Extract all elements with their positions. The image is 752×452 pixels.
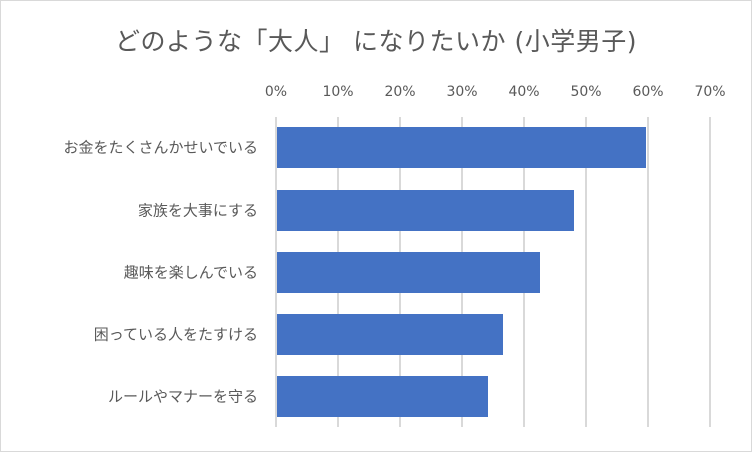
bar bbox=[277, 252, 540, 293]
x-tick-label: 20% bbox=[384, 84, 416, 100]
gridline bbox=[647, 117, 649, 427]
bar bbox=[277, 127, 646, 168]
x-tick-label: 40% bbox=[508, 84, 540, 100]
category-label: 家族を大事にする bbox=[137, 201, 258, 220]
x-tick-label: 0% bbox=[264, 84, 288, 100]
gridline bbox=[709, 117, 711, 427]
bar bbox=[277, 314, 503, 355]
category-label: お金をたくさんかせいでいる bbox=[63, 138, 258, 157]
x-tick-label: 50% bbox=[570, 84, 602, 100]
x-tick-label: 10% bbox=[322, 84, 354, 100]
category-label: ルールやマナーを守る bbox=[107, 387, 258, 406]
chart-title: どのような「大人」 になりたいか (小学男子) bbox=[115, 27, 637, 56]
x-tick-label: 70% bbox=[694, 84, 726, 100]
bar bbox=[277, 190, 574, 231]
category-label: 趣味を楽しんでいる bbox=[123, 263, 258, 282]
x-tick-label: 30% bbox=[446, 84, 478, 100]
x-tick-label: 60% bbox=[632, 84, 664, 100]
category-label: 困っている人をたすける bbox=[93, 325, 258, 344]
bar bbox=[277, 376, 488, 417]
gridline bbox=[275, 117, 277, 427]
gridline bbox=[585, 117, 587, 427]
